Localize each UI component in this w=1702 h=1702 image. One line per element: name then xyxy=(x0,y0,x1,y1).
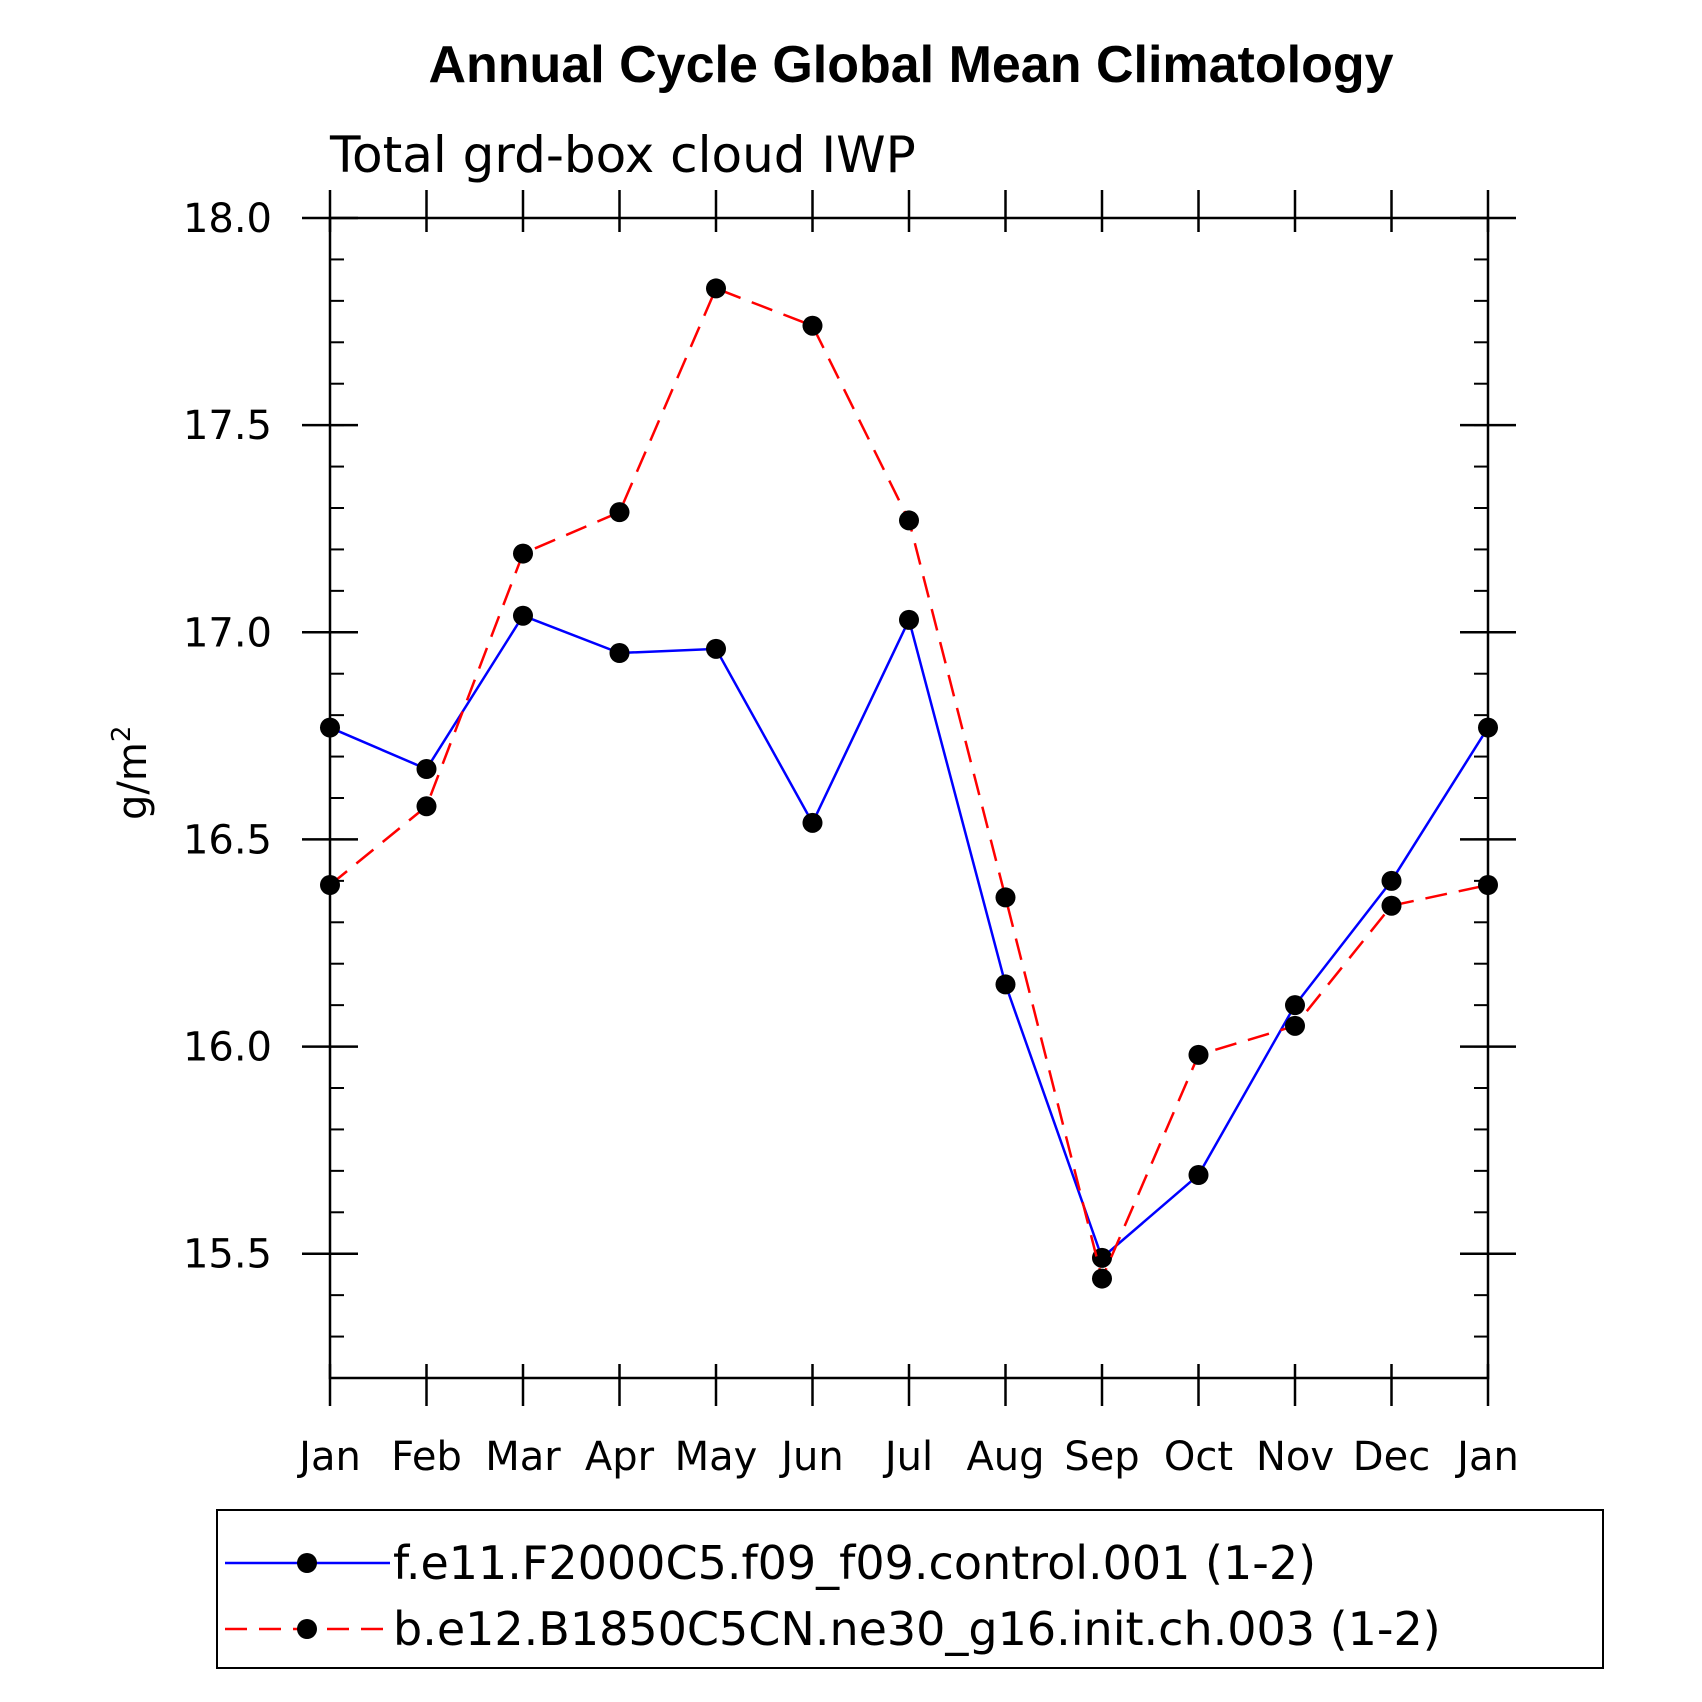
data-point xyxy=(706,278,726,299)
data-point xyxy=(609,502,630,523)
series-1 xyxy=(320,605,1498,1268)
x-tick-label: Jun xyxy=(778,1434,844,1480)
data-point xyxy=(1285,995,1305,1016)
x-tick-label: Jul xyxy=(882,1434,933,1480)
y-tick-label: 18.0 xyxy=(183,196,272,242)
x-tick-labels: Jan Feb Mar Apr May Jun Jul Aug Sep Oct Nov Dec Jan xyxy=(296,1434,1519,1480)
legend-marker xyxy=(297,1619,317,1639)
data-point xyxy=(995,974,1016,995)
data-point xyxy=(513,543,533,564)
x-tick-label: Feb xyxy=(391,1434,462,1480)
data-point xyxy=(1188,1165,1209,1185)
data-point xyxy=(416,796,437,817)
data-point xyxy=(416,759,437,779)
data-point xyxy=(706,638,726,659)
data-point xyxy=(513,605,533,626)
data-point xyxy=(1092,1268,1112,1289)
data-point xyxy=(1381,870,1402,891)
series-2 xyxy=(320,278,1498,1289)
x-tick-label: Nov xyxy=(1256,1434,1334,1480)
x-tick-label: Jan xyxy=(1454,1434,1519,1480)
legend-label: b.e12.B1850C5CN.ne30_g16.init.ch.003 (1-… xyxy=(393,1602,1441,1656)
y-tick-label: 16.0 xyxy=(183,1025,272,1071)
y-tick-label: 17.5 xyxy=(183,403,272,449)
x-tick-label: May xyxy=(675,1434,758,1480)
y-tick-labels: 15.5 16.0 16.5 17.0 17.5 18.0 xyxy=(183,196,272,1278)
x-tick-label: Apr xyxy=(585,1434,655,1480)
y-tick-label: 16.5 xyxy=(183,817,272,863)
y-axis-label: g/m2 xyxy=(107,726,156,820)
x-tick-label: Dec xyxy=(1353,1434,1430,1480)
axis-ticks xyxy=(302,190,1516,1406)
x-tick-label: Oct xyxy=(1164,1434,1233,1480)
x-tick-label: Mar xyxy=(485,1434,561,1480)
data-point xyxy=(899,510,919,531)
data-point xyxy=(1188,1044,1209,1065)
data-point xyxy=(899,609,919,630)
x-tick-label: Jan xyxy=(296,1434,361,1480)
data-point xyxy=(1285,1015,1305,1036)
x-tick-label: Sep xyxy=(1064,1434,1139,1480)
legend-entry-1: f.e11.F2000C5.f09_f09.control.001 (1-2) xyxy=(225,1536,1316,1590)
y-tick-label: 17.0 xyxy=(183,610,272,656)
data-point xyxy=(802,315,823,336)
legend-label: f.e11.F2000C5.f09_f09.control.001 (1-2) xyxy=(393,1536,1316,1590)
chart-subtitle: Total grd-box cloud IWP xyxy=(329,126,916,184)
chart-title: Annual Cycle Global Mean Climatology xyxy=(428,36,1393,94)
legend-box xyxy=(216,1509,1604,1669)
x-tick-label: Aug xyxy=(966,1434,1044,1480)
series-line xyxy=(329,286,1489,1283)
series-line xyxy=(329,614,1490,1260)
data-point xyxy=(1092,1247,1112,1268)
legend-marker xyxy=(297,1553,317,1573)
legend-entry-2: b.e12.B1850C5CN.ne30_g16.init.ch.003 (1-… xyxy=(225,1602,1441,1656)
data-point xyxy=(995,887,1016,908)
data-point xyxy=(609,643,630,663)
data-point xyxy=(802,812,823,833)
y-tick-label: 15.5 xyxy=(183,1232,272,1278)
data-point xyxy=(1381,895,1402,916)
legend: f.e11.F2000C5.f09_f09.control.001 (1-2) b… xyxy=(216,1509,1604,1669)
series-layer xyxy=(320,278,1498,1289)
plot-frame xyxy=(328,216,1490,1380)
